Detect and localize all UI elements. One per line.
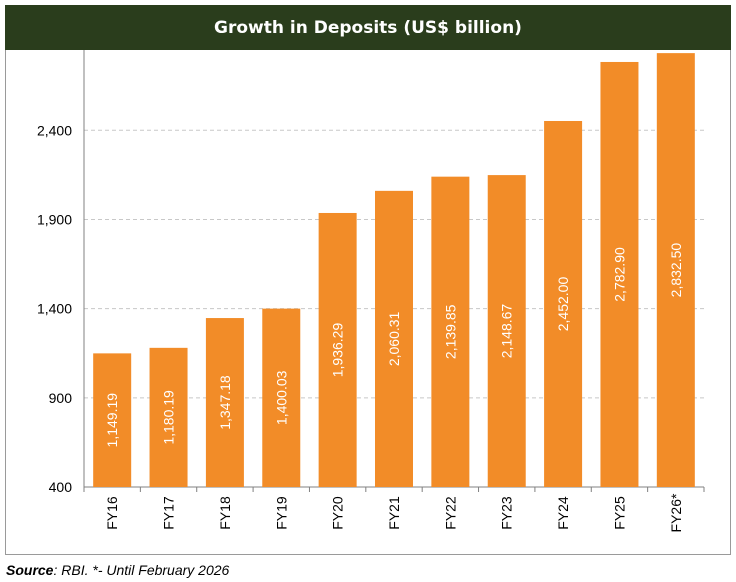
- x-tick-label: FY23: [499, 496, 515, 530]
- x-tick-label: FY25: [611, 496, 627, 530]
- bar: [205, 318, 244, 487]
- bar: [487, 175, 526, 488]
- bar: [318, 212, 357, 488]
- bar: [149, 347, 188, 487]
- y-tick-label: 400: [49, 479, 73, 495]
- y-tick-label: 900: [49, 390, 73, 406]
- x-tick-label: FY26*: [668, 493, 684, 532]
- source-note: Source: RBI. *- Until February 2026: [6, 562, 229, 578]
- x-tick-label: FY24: [555, 496, 571, 530]
- x-tick-label: FY18: [217, 496, 233, 530]
- data-label: 2,782.90: [611, 247, 627, 302]
- data-label: 1,180.19: [161, 390, 177, 445]
- x-tick-label: FY17: [161, 496, 177, 530]
- bar: [93, 353, 132, 487]
- source-text: : RBI. *- Until February 2026: [53, 562, 230, 578]
- y-tick-label: 2,400: [37, 122, 72, 138]
- data-label: 2,452.00: [555, 277, 571, 332]
- data-label: 2,148.67: [499, 304, 515, 359]
- data-label: 1,936.29: [330, 323, 346, 378]
- x-tick-label: FY19: [273, 496, 289, 530]
- bar: [600, 61, 639, 488]
- y-tick-label: 1,900: [37, 211, 72, 227]
- x-tick-label: FY22: [442, 496, 458, 530]
- bar: [431, 176, 470, 487]
- data-label: 1,347.18: [217, 375, 233, 430]
- data-label: 1,149.19: [104, 393, 120, 448]
- bar-chart: 400 900 1,400 1,900 2,400 1,149.19 FY16 1,180.1…: [37, 50, 705, 532]
- source-label: Source: [6, 562, 54, 578]
- data-label: 2,832.50: [668, 243, 684, 298]
- bar: [656, 53, 695, 487]
- data-label: 2,139.85: [442, 304, 458, 359]
- data-label: 2,060.31: [386, 311, 402, 366]
- bar: [375, 190, 413, 487]
- bar: [544, 120, 583, 487]
- data-label: 1,400.03: [273, 370, 289, 425]
- bar: [262, 308, 301, 487]
- y-tick-label: 1,400: [37, 301, 72, 317]
- x-tick-label: FY20: [330, 496, 346, 530]
- chart-title: Growth in Deposits (US$ billion): [5, 5, 731, 50]
- x-tick-label: FY16: [104, 496, 120, 530]
- x-tick-label: FY21: [386, 496, 402, 530]
